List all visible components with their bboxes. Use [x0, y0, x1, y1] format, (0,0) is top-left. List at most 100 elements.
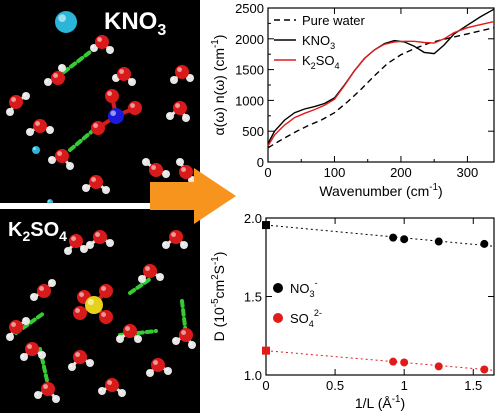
water-t2-hydrogen-2-sphere — [58, 64, 66, 72]
water-b13-hydrogen-2-sphere — [164, 367, 172, 375]
water-t1-hydrogen-2-highlight — [107, 47, 110, 50]
y-tick-label-2: 2.0 — [244, 211, 262, 226]
y-tick-label-0: 0 — [257, 155, 264, 170]
water-t6-oxygen-highlight — [177, 67, 182, 73]
water-t6-oxygen-sphere — [175, 65, 189, 79]
water-t6-hydrogen-1-highlight — [171, 77, 175, 80]
water-t2-oxygen — [51, 71, 65, 85]
y-axis-label-part-5: -1 — [210, 256, 221, 265]
water-t10-hydrogen-2-highlight — [103, 187, 106, 191]
x-axis-label: 1/L (Å-1) — [355, 394, 405, 411]
right-arrow-icon — [150, 168, 236, 224]
water-b12-hydrogen-2-highlight — [119, 390, 122, 393]
water-t9-hydrogen-1-highlight — [143, 159, 147, 163]
x-axis-label-part-1: -1 — [429, 182, 438, 193]
water-b1-hydrogen-2-highlight — [107, 240, 110, 243]
water-t8-hydrogen-2 — [182, 114, 190, 122]
water-b10-hydrogen-1-sphere — [68, 363, 76, 371]
k2so4-title-so: SO — [30, 219, 60, 241]
water-b13-oxygen-sphere — [151, 358, 165, 372]
water-t7-hydrogen-2-highlight — [67, 163, 70, 167]
water-t8-hydrogen-1-sphere — [166, 112, 174, 120]
x-tick-label-2: 1 — [401, 378, 408, 393]
legend-label-1-part-1: 4 — [309, 319, 314, 329]
water-b9-oxygen-sphere — [179, 328, 193, 342]
water-t11-hydrogen-2-highlight — [189, 177, 193, 181]
sulfate-oxygen-1 — [73, 306, 87, 320]
water-b11-hydrogen-1 — [34, 391, 42, 399]
kno3-molecular-snapshot — [6, 11, 196, 205]
water-t3-oxygen-sphere — [9, 95, 23, 109]
water-t11-oxygen — [179, 165, 193, 179]
water-t7-hydrogen-1-highlight — [49, 157, 52, 161]
water-b4-oxygen-sphere — [37, 284, 51, 298]
x-axis-label: Wavenumber (cm-1) — [319, 182, 442, 199]
water-b12-hydrogen-1 — [98, 387, 106, 395]
water-b5-oxygen — [143, 264, 157, 278]
water-t4-hydrogen-1-sphere — [46, 126, 54, 134]
legend-label-1: KNO3 — [302, 33, 335, 51]
water-t1-hydrogen-2 — [106, 46, 114, 54]
water-b9-hydrogen-1-sphere — [172, 337, 180, 345]
nitrate-oxygen-2 — [128, 101, 142, 115]
sulfate-sulfur — [85, 296, 103, 314]
water-b3-hydrogen-2-highlight — [181, 242, 185, 245]
water-b7-hydrogen-1-sphere — [38, 351, 46, 359]
y-axis-label-part-0: α(ω) n(ω) (cm — [211, 48, 227, 136]
series-line-2 — [267, 20, 495, 147]
sulfate-oxygen-1-sphere — [73, 306, 87, 320]
nitrate-nitrogen-highlight — [110, 110, 116, 116]
nitrate-nitrogen — [108, 108, 124, 124]
nitrate-oxygen-2-highlight — [130, 103, 135, 109]
water-t5-hydrogen-2-highlight — [113, 75, 116, 78]
water-b4-oxygen — [37, 284, 51, 298]
water-b5-oxygen-highlight — [145, 266, 150, 271]
data-point-1-1 — [400, 358, 409, 367]
water-t3-hydrogen-1-sphere — [22, 92, 30, 100]
extrapolated-point-1 — [262, 346, 270, 355]
water-t7-hydrogen-2 — [66, 162, 74, 170]
legend-label-2-part-3: 4 — [335, 61, 340, 71]
nitrate-oxygen-3 — [91, 121, 105, 135]
x-axis-label-part-2: ) — [438, 183, 443, 199]
water-b10-oxygen-highlight — [75, 352, 81, 357]
water-b2-hydrogen-1-highlight — [65, 248, 68, 251]
water-b1-hydrogen-1 — [86, 241, 94, 249]
nitrate-nitrogen-sphere — [108, 108, 124, 124]
series-line-1 — [267, 8, 495, 144]
kno3-title-main: KNO — [104, 8, 158, 35]
water-b11-oxygen-sphere — [41, 382, 55, 396]
water-t11-hydrogen-1 — [176, 158, 184, 166]
x-axis-label-part-1: -1 — [392, 394, 401, 405]
potassium-ion-1-sphere — [55, 11, 77, 33]
absorption-spectrum-chart: 0 100 200 300 0 500 1000 1500 2000 2500 Wavenumber… — [210, 1, 495, 199]
water-t5-hydrogen-1 — [128, 78, 136, 86]
hydrogen-bond-2 — [68, 126, 98, 152]
sulfate-oxygen-4-highlight — [101, 286, 107, 291]
water-t7-hydrogen-1 — [48, 156, 56, 164]
water-b6-oxygen — [9, 320, 23, 334]
water-b12-hydrogen-1-sphere — [98, 387, 106, 395]
water-b6-oxygen-highlight — [11, 322, 16, 327]
y-axis-label: D (10-5cm2S-1) — [210, 252, 227, 342]
x-axis-label-part-2: ) — [400, 395, 405, 411]
water-b7-hydrogen-1 — [38, 351, 46, 359]
water-b13-hydrogen-1-sphere — [146, 369, 154, 377]
data-point-1-3 — [480, 365, 489, 374]
sulfate-oxygen-3-highlight — [79, 292, 85, 297]
y-axis-label-part-1: -5 — [210, 298, 221, 307]
water-b5-hydrogen-2-sphere — [156, 273, 164, 281]
water-t1-oxygen — [95, 35, 109, 49]
water-b13-hydrogen-2-highlight — [165, 368, 169, 371]
water-b10-hydrogen-2 — [86, 359, 94, 367]
hydrogen-bond-1 — [62, 50, 92, 74]
kno3-panel-title: KNO3 — [104, 8, 166, 40]
extrapolated-point-0 — [262, 221, 270, 230]
data-point-1-0 — [389, 357, 398, 366]
sulfate-oxygen-4-sphere — [99, 284, 113, 298]
water-b10-hydrogen-1 — [68, 363, 76, 371]
potassium-ion-2 — [32, 146, 40, 154]
y-axis-label-part-2: ) — [211, 35, 227, 40]
water-t4-hydrogen-1-highlight — [47, 127, 50, 130]
water-b5-hydrogen-1 — [138, 275, 146, 283]
